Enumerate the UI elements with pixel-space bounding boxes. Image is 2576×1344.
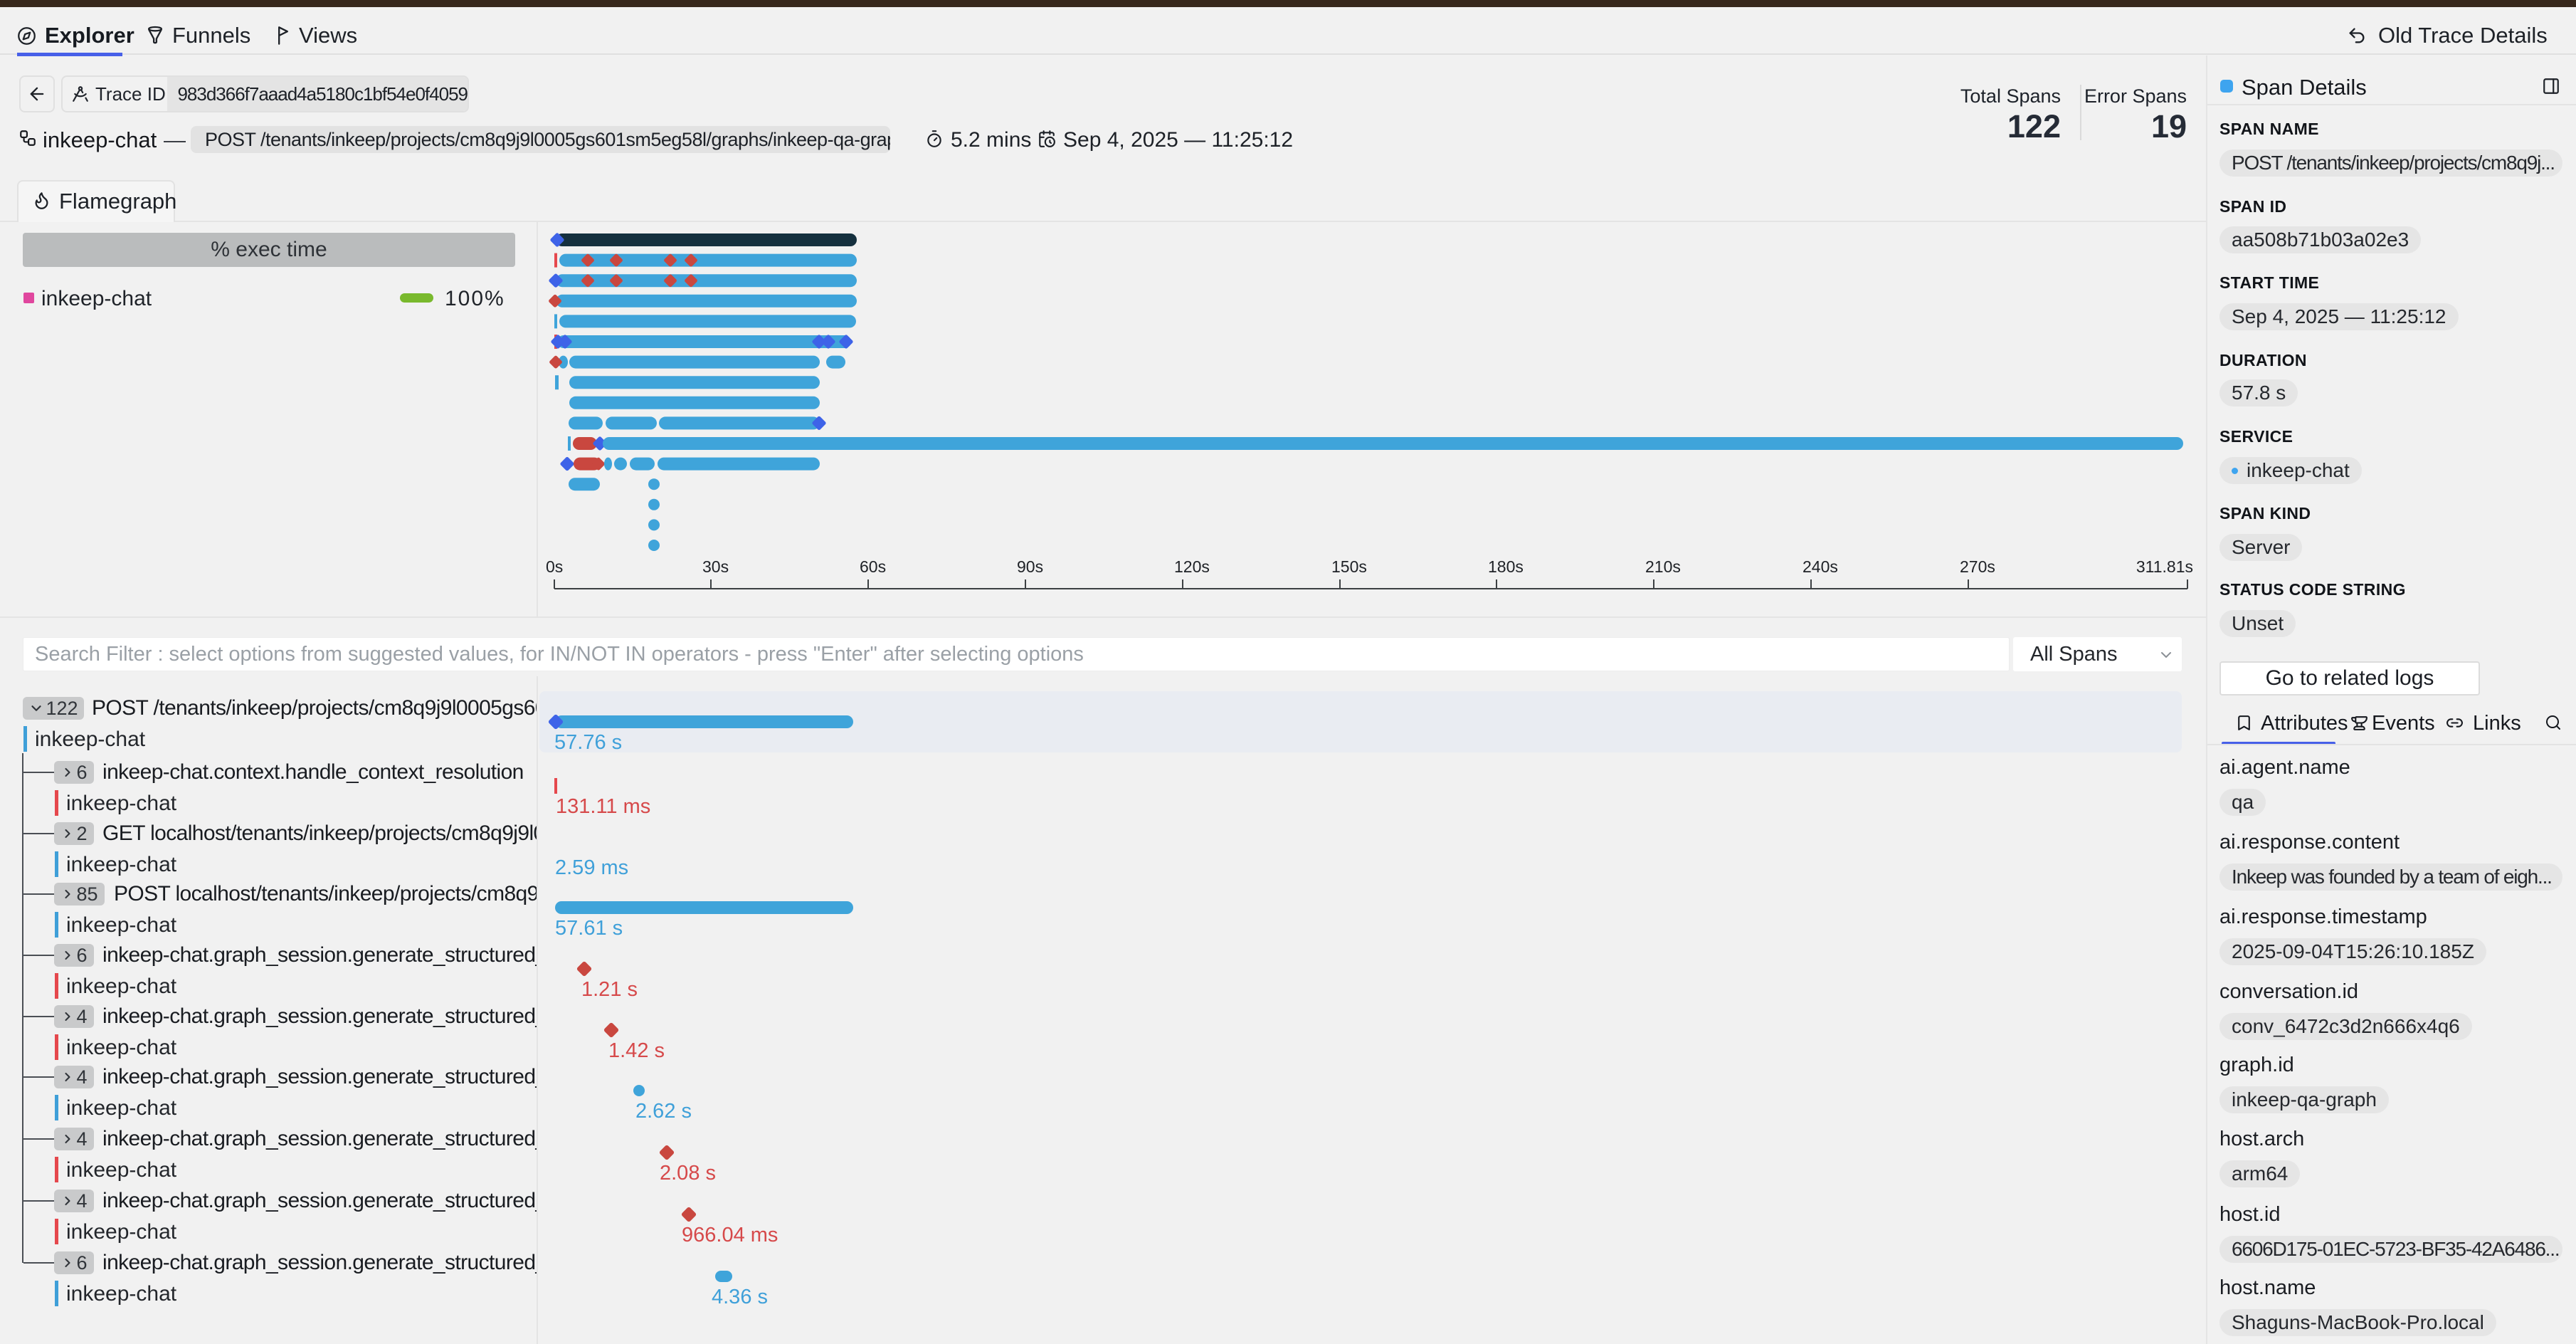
svg-text:311.81s: 311.81s xyxy=(2136,557,2193,576)
svg-text:60s: 60s xyxy=(860,557,886,576)
svg-text:240s: 240s xyxy=(1802,557,1838,576)
svg-text:180s: 180s xyxy=(1488,557,1524,576)
svg-text:30s: 30s xyxy=(702,557,729,576)
svg-text:210s: 210s xyxy=(1645,557,1681,576)
svg-text:90s: 90s xyxy=(1017,557,1043,576)
svg-text:0s: 0s xyxy=(546,557,563,576)
svg-text:150s: 150s xyxy=(1331,557,1367,576)
svg-text:270s: 270s xyxy=(1960,557,1995,576)
svg-text:120s: 120s xyxy=(1174,557,1210,576)
